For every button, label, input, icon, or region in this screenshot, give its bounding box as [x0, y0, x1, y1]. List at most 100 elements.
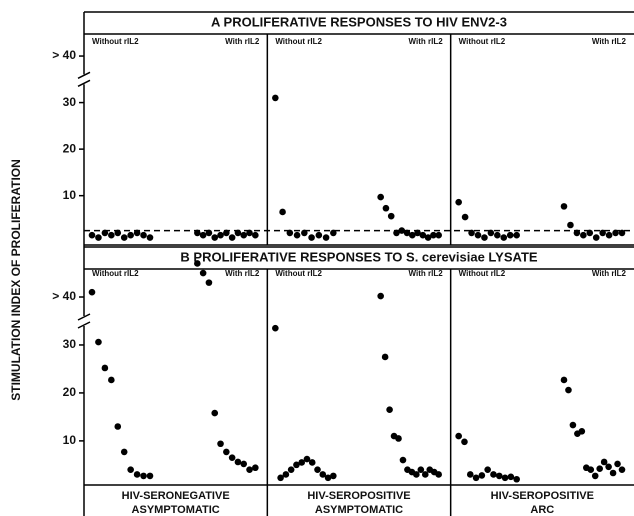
- data-point: [430, 231, 437, 239]
- data-point: [272, 324, 279, 332]
- data-point: [217, 440, 224, 448]
- data-point: [246, 229, 253, 237]
- data-point: [466, 471, 474, 478]
- data-point: [567, 221, 574, 229]
- panel-title: A PROLIFERATIVE RESPONSES TO HIV ENV2-3: [211, 14, 507, 29]
- data-point: [377, 292, 384, 300]
- data-point: [587, 466, 595, 473]
- y-tick-label: > 40: [52, 289, 76, 303]
- data-point: [478, 472, 486, 479]
- data-point: [199, 231, 207, 239]
- data-point: [223, 229, 230, 237]
- data-point: [146, 234, 154, 241]
- data-point: [507, 473, 515, 481]
- data-point: [618, 466, 626, 473]
- condition-label: With rIL2: [409, 269, 444, 278]
- y-axis-label: STIMULATION INDEX OF PROLIFERATION: [9, 159, 23, 401]
- axis-break: [77, 71, 91, 87]
- data-point: [279, 208, 286, 216]
- data-point: [605, 463, 612, 471]
- data-point: [314, 466, 321, 473]
- data-point: [217, 231, 224, 239]
- data-point: [315, 231, 323, 239]
- axis-break: [77, 313, 91, 329]
- data-point: [612, 229, 619, 237]
- condition-label: With rIL2: [409, 37, 444, 46]
- data-point: [586, 229, 594, 237]
- data-point: [228, 454, 236, 461]
- data-point: [560, 203, 568, 210]
- data-point: [324, 474, 332, 482]
- data-point: [282, 471, 290, 478]
- condition-label: With rIL2: [225, 269, 260, 278]
- group-label: ASYMPTOMATIC: [132, 504, 220, 516]
- data-point: [127, 466, 134, 473]
- group-label: HIV-SEROPOSITIVE: [307, 490, 410, 502]
- data-point: [455, 432, 462, 440]
- data-point: [319, 471, 327, 478]
- y-tick-label: 30: [63, 337, 77, 351]
- data-point: [605, 231, 613, 239]
- data-point: [287, 466, 295, 473]
- data-point: [461, 213, 469, 221]
- data-point: [286, 229, 294, 237]
- data-point: [127, 231, 134, 239]
- data-point: [409, 231, 416, 239]
- data-point: [88, 288, 96, 296]
- group-label: HIV-SERONEGATIVE: [122, 490, 230, 502]
- data-point: [435, 471, 442, 478]
- data-point: [194, 260, 201, 267]
- axis-break-gap: [80, 315, 88, 326]
- data-point: [101, 229, 109, 237]
- data-point: [199, 269, 207, 277]
- data-point: [194, 229, 201, 237]
- data-point: [308, 459, 316, 466]
- data-point: [330, 229, 337, 237]
- axis-break-gap: [80, 74, 88, 85]
- data-point: [293, 461, 300, 469]
- condition-label: With rIL2: [225, 37, 260, 46]
- data-point: [395, 435, 402, 442]
- data-point: [580, 231, 587, 239]
- data-point: [252, 464, 259, 472]
- data-point: [386, 406, 393, 414]
- data-point: [614, 460, 621, 468]
- data-point: [501, 474, 509, 482]
- data-point: [114, 423, 122, 430]
- data-point: [140, 231, 147, 239]
- data-point: [413, 471, 420, 478]
- data-point: [95, 338, 102, 346]
- y-tick-label: 10: [63, 433, 77, 447]
- data-point: [234, 458, 242, 466]
- data-point: [133, 471, 141, 478]
- data-point: [573, 229, 581, 237]
- data-point: [234, 229, 242, 237]
- data-point: [618, 229, 626, 237]
- y-tick-label: 10: [63, 188, 77, 202]
- data-point: [513, 231, 520, 239]
- data-point: [494, 231, 501, 239]
- data-point: [114, 229, 122, 237]
- data-point: [403, 229, 411, 237]
- data-point: [424, 234, 432, 241]
- data-point: [506, 231, 514, 239]
- y-tick-label: 20: [63, 385, 77, 399]
- panel-title: B PROLIFERATIVE RESPONSES TO S. cerevisi…: [180, 249, 537, 264]
- data-point: [252, 231, 259, 239]
- data-point: [277, 474, 284, 482]
- data-point: [205, 279, 213, 286]
- data-point: [303, 455, 311, 463]
- data-point: [88, 231, 96, 239]
- data-point: [487, 229, 495, 237]
- data-point: [293, 231, 301, 239]
- group-label: HIV-SEROPOSITIVE: [491, 490, 594, 502]
- data-point: [301, 229, 308, 237]
- group-label: ARC: [530, 504, 554, 516]
- data-point: [322, 234, 330, 241]
- data-point: [120, 234, 128, 241]
- data-point: [298, 459, 305, 466]
- data-point: [272, 94, 279, 102]
- data-point: [140, 472, 147, 480]
